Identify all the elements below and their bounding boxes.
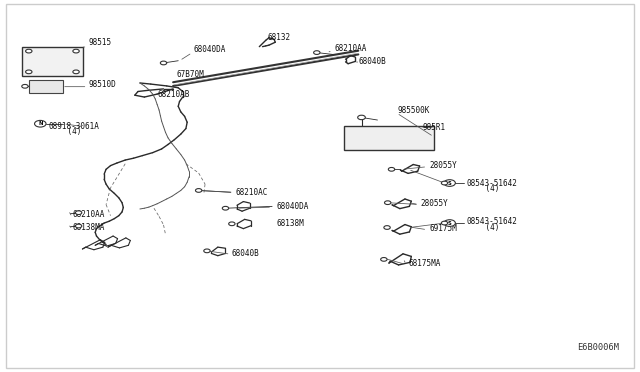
Circle shape [76,211,82,215]
Circle shape [442,221,448,225]
Text: 28055Y: 28055Y [420,199,448,208]
Text: 68210AC: 68210AC [236,188,268,197]
Text: 98510D: 98510D [88,80,116,89]
Text: 98515: 98515 [88,38,111,47]
FancyBboxPatch shape [29,80,63,93]
Circle shape [35,121,46,127]
Text: N: N [38,121,42,126]
Text: (4): (4) [467,223,499,232]
Text: 68138MA: 68138MA [72,223,104,232]
Text: 68175MA: 68175MA [408,259,440,268]
Text: 68210AA: 68210AA [72,211,104,219]
Circle shape [314,51,320,54]
Circle shape [73,49,79,53]
Text: E6B0006M: E6B0006M [577,343,619,352]
Text: 67B70M: 67B70M [176,70,204,79]
Text: 68040B: 68040B [358,57,386,66]
Circle shape [76,224,82,228]
Text: 08543-51642: 08543-51642 [467,218,518,227]
Circle shape [385,201,391,205]
Circle shape [26,70,32,74]
Text: 68040DA: 68040DA [276,202,309,211]
Circle shape [444,180,456,186]
Text: 69175M: 69175M [430,224,458,233]
Text: 68210AA: 68210AA [334,44,367,52]
Text: (4): (4) [467,184,499,193]
Circle shape [204,249,210,253]
Circle shape [161,61,167,65]
Text: 68040DA: 68040DA [193,45,226,54]
Circle shape [384,226,390,230]
Circle shape [358,115,365,120]
Text: 28055Y: 28055Y [430,161,458,170]
Text: 68040B: 68040B [232,249,260,258]
Circle shape [73,70,79,74]
Text: S: S [448,221,451,225]
Text: 985500K: 985500K [398,106,430,115]
Text: 08543-51642: 08543-51642 [467,179,518,187]
Circle shape [228,222,235,226]
Circle shape [381,257,387,261]
FancyBboxPatch shape [22,47,83,76]
Circle shape [444,220,456,227]
Text: 68138M: 68138M [276,219,305,228]
Text: 08918-3061A: 08918-3061A [49,122,99,131]
Text: 985R1: 985R1 [422,123,445,132]
Circle shape [22,84,28,88]
Circle shape [195,189,202,192]
FancyBboxPatch shape [344,126,434,150]
Text: S: S [448,180,451,186]
Circle shape [222,206,228,210]
Circle shape [26,49,32,53]
Circle shape [388,167,395,171]
Text: (4): (4) [49,127,81,137]
Text: 68210AB: 68210AB [157,90,189,99]
Text: 68132: 68132 [268,32,291,42]
Circle shape [442,181,448,185]
